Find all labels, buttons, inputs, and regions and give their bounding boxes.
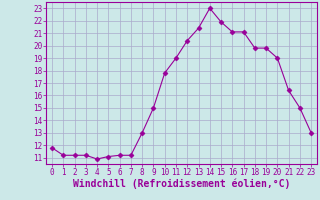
X-axis label: Windchill (Refroidissement éolien,°C): Windchill (Refroidissement éolien,°C) (73, 179, 290, 189)
